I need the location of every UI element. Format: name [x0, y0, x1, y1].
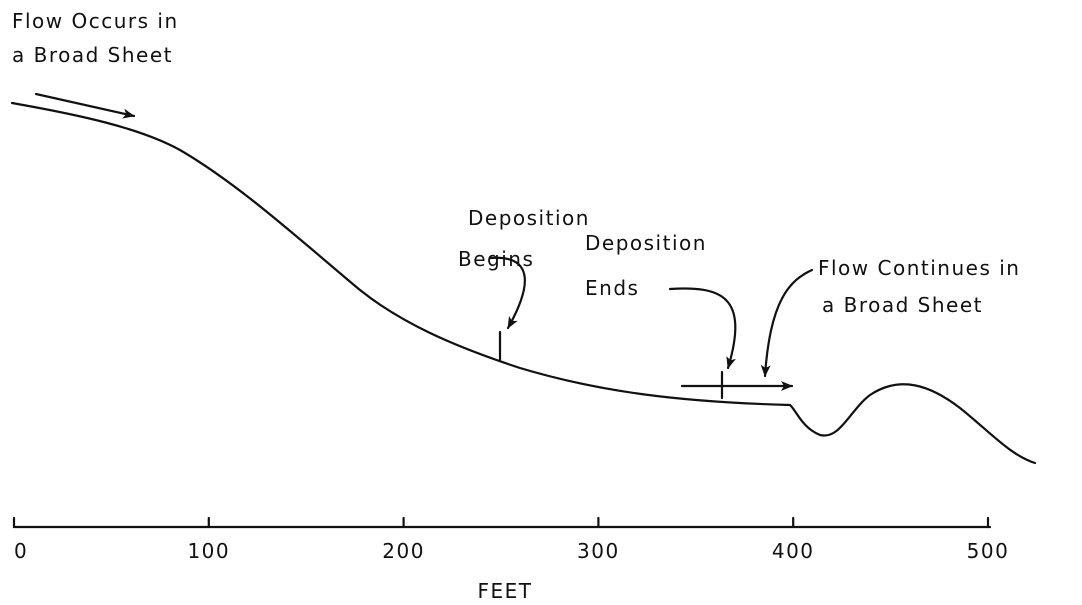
tick-label: 500 [967, 539, 1010, 563]
label: Flow Continues in [818, 256, 1020, 280]
label: Begins [458, 247, 534, 271]
label: Deposition [585, 231, 707, 255]
tick-label: 300 [577, 539, 620, 563]
tick-label: 0 [14, 539, 28, 563]
scale: 0 100 200 300 400 500 [12, 516, 1010, 563]
label: Ends [585, 276, 639, 300]
leader-arrow [488, 256, 526, 330]
axis-label: FEET [478, 579, 533, 603]
label: Flow Occurs in [12, 9, 179, 33]
ground-profile [10, 101, 1037, 465]
leader-arrow [760, 268, 814, 378]
flow-arrow [34, 92, 136, 119]
label: a Broad Sheet [12, 43, 173, 67]
leader-arrow [668, 287, 737, 370]
label: Deposition [468, 206, 590, 230]
tick-label: 400 [772, 539, 815, 563]
label: a Broad Sheet [822, 293, 983, 317]
tick-label: 200 [382, 539, 425, 563]
tick-label: 100 [187, 539, 230, 563]
